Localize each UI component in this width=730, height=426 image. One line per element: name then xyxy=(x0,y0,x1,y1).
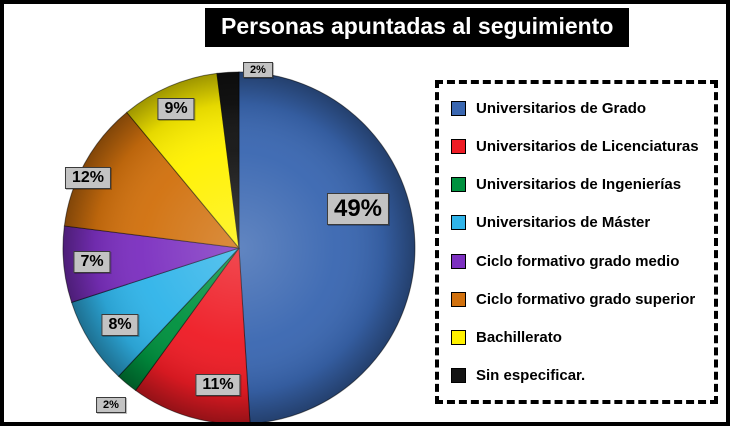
legend-label: Ciclo formativo grado medio xyxy=(476,252,680,270)
legend-item: Universitarios de Ingenierías xyxy=(451,176,702,193)
legend-label: Universitarios de Grado xyxy=(476,100,647,117)
legend-item: Universitarios de Grado xyxy=(451,100,702,117)
chart-title: Personas apuntadas al seguimiento xyxy=(205,8,630,47)
legend-color-swatch-icon xyxy=(451,139,466,155)
pie-shading-overlay xyxy=(63,72,415,422)
legend-color-swatch-icon xyxy=(451,367,466,383)
legend-label: Universitarios de Ingenierías xyxy=(476,176,682,194)
legend-item: Universitarios de Licenciaturas xyxy=(451,138,702,155)
legend-label: Ciclo formativo grado superior xyxy=(476,290,696,308)
legend-color-swatch-icon xyxy=(451,329,466,345)
legend-item: Bachillerato xyxy=(451,329,702,346)
pie-chart xyxy=(62,71,416,422)
legend-label: Universitarios de Máster xyxy=(476,214,651,232)
legend-label: Sin especificar. xyxy=(476,366,586,384)
legend-color-swatch-icon xyxy=(451,215,466,231)
legend-color-swatch-icon xyxy=(451,177,466,193)
legend-label: Universitarios de Licenciaturas xyxy=(476,138,699,156)
legend: Universitarios de Grado Universitarios de… xyxy=(435,80,718,404)
legend-color-swatch-icon xyxy=(451,291,466,307)
legend-item: Universitarios de Máster xyxy=(451,214,702,231)
legend-color-swatch-icon xyxy=(451,101,466,116)
legend-item: Ciclo formativo grado medio xyxy=(451,253,702,270)
legend-item: Ciclo formativo grado superior xyxy=(451,291,702,308)
legend-label: Bachillerato xyxy=(476,328,562,346)
legend-item: Sin especificar. xyxy=(451,367,702,384)
legend-color-swatch-icon xyxy=(451,253,466,269)
